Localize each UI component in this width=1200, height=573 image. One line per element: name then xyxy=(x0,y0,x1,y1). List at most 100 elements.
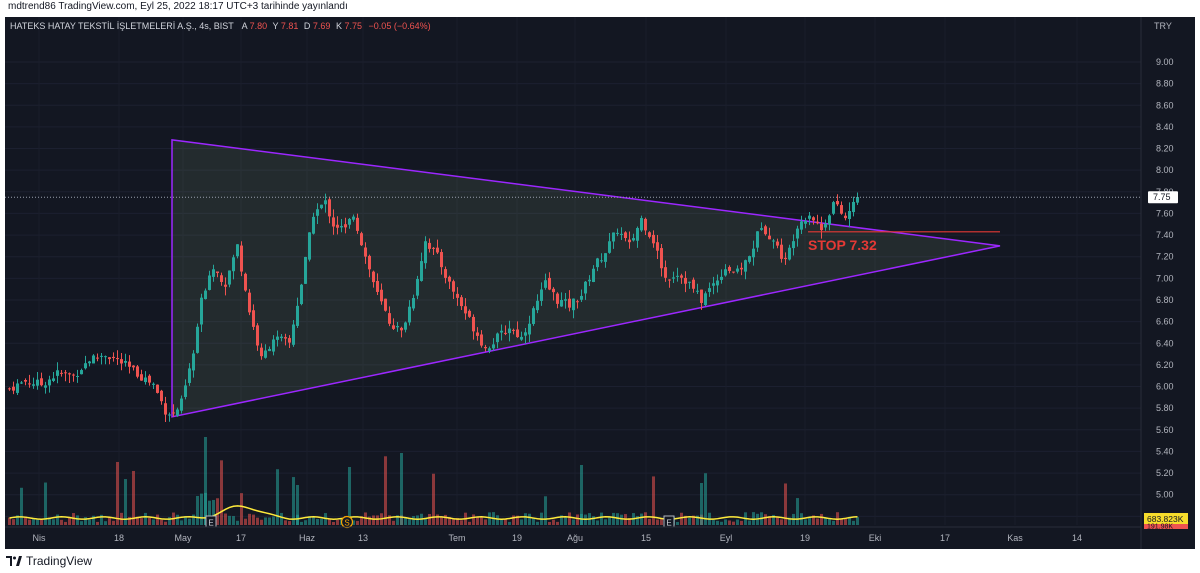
volume-bar xyxy=(840,519,843,525)
chart-area[interactable]: STOP 7.32 E S E HATEKS HATAY TEKSTİL İŞLET… xyxy=(5,17,1195,549)
price-tick-label: 7.40 xyxy=(1156,230,1174,240)
volume-bar xyxy=(328,518,331,525)
volume-bar xyxy=(472,514,475,525)
volume-bar xyxy=(644,512,647,525)
candle xyxy=(52,371,55,383)
volume-bar xyxy=(196,495,199,525)
volume-bar xyxy=(192,514,195,525)
candle xyxy=(48,375,51,393)
volume-bar xyxy=(184,516,187,525)
legend-row: HATEKS HATAY TEKSTİL İŞLETMELERİ A.Ş., 4… xyxy=(10,21,431,31)
last-price-box xyxy=(1148,191,1178,204)
candle xyxy=(196,323,199,354)
volume-bar xyxy=(504,518,507,525)
volume-bar xyxy=(728,520,731,525)
volume-bar xyxy=(296,485,299,525)
candle xyxy=(284,333,287,346)
candle xyxy=(336,216,339,235)
price-chart[interactable]: STOP 7.32 E S E HATEKS HATAY TEKSTİL İŞLET… xyxy=(5,17,1195,549)
candle xyxy=(484,344,487,352)
volume-bar xyxy=(560,515,563,525)
volume-bar xyxy=(352,520,355,525)
candle xyxy=(304,256,307,285)
event-marker[interactable]: S xyxy=(340,515,354,529)
volume-bar xyxy=(820,513,823,525)
event-marker[interactable]: E xyxy=(663,515,675,528)
candle xyxy=(376,273,379,296)
volume-bar xyxy=(220,460,223,525)
candle xyxy=(808,212,811,226)
currency-label: TRY xyxy=(1154,21,1172,31)
candle xyxy=(264,344,267,359)
volume-bar xyxy=(240,493,243,525)
volume-bar xyxy=(76,515,79,525)
volume-bar xyxy=(816,518,819,525)
candle xyxy=(780,238,783,263)
volume-bar xyxy=(264,517,267,525)
candle xyxy=(364,242,367,264)
volume-bar xyxy=(660,518,663,525)
candle xyxy=(236,244,239,259)
event-marker[interactable]: E xyxy=(205,515,217,528)
candle xyxy=(476,327,479,341)
candle xyxy=(384,298,387,312)
volume-bar xyxy=(468,521,471,525)
volume-ma-box xyxy=(1144,524,1188,529)
candle xyxy=(664,260,667,282)
volume-bar xyxy=(552,519,555,525)
price-tick-label: 8.80 xyxy=(1156,79,1174,89)
volume-bar xyxy=(248,513,251,525)
volume-bar xyxy=(596,520,599,525)
legend-change: −0.05 (−0.64%) xyxy=(369,21,431,31)
volume-bar xyxy=(176,514,179,525)
volume-bar xyxy=(436,514,439,525)
candle xyxy=(252,304,255,330)
volume-bar xyxy=(280,512,283,525)
time-tick-label: Kas xyxy=(1007,533,1023,543)
price-axis[interactable]: TRY 9.008.808.608.408.208.007.807.607.40… xyxy=(1140,17,1188,549)
volume-bar xyxy=(84,517,87,525)
candle xyxy=(848,202,851,228)
volume-bar xyxy=(200,493,203,525)
candle xyxy=(704,291,707,307)
candle xyxy=(760,222,763,231)
price-tick-label: 6.60 xyxy=(1156,317,1174,327)
candle xyxy=(268,346,271,352)
candle xyxy=(592,265,595,283)
volume-bar xyxy=(804,519,807,525)
candle xyxy=(564,292,567,309)
volume-bar xyxy=(48,517,51,525)
volume-bar xyxy=(568,512,571,525)
legend-high-label: Y xyxy=(273,21,279,31)
candle xyxy=(272,335,275,356)
price-ticks: 9.008.808.608.408.208.007.807.607.407.20… xyxy=(1156,57,1174,521)
time-axis[interactable]: Nis 18 May 17 Haz 13 Tem 19 Ağu 15 Eyl 19 Eki 17 Kas 14 xyxy=(5,526,1141,543)
candle xyxy=(64,369,67,382)
volume-bar xyxy=(392,520,395,525)
time-tick-label: Eki xyxy=(869,533,882,543)
candle xyxy=(92,354,95,364)
volume-bar xyxy=(628,517,631,525)
candle xyxy=(652,230,655,248)
time-tick-label: 15 xyxy=(641,533,651,543)
volume-bar xyxy=(36,519,39,525)
time-tick-label: Eyl xyxy=(720,533,733,543)
volume-bar xyxy=(272,516,275,525)
volume-bar xyxy=(520,519,523,525)
candle xyxy=(856,192,859,205)
candle xyxy=(392,318,395,331)
candle xyxy=(576,299,579,309)
candle xyxy=(812,216,815,225)
volume-bar xyxy=(140,518,143,525)
candle xyxy=(680,273,683,284)
volume-bar xyxy=(592,516,595,525)
volume-bar xyxy=(144,512,147,525)
volume-bar xyxy=(768,516,771,525)
candle xyxy=(96,353,99,362)
candle xyxy=(100,352,103,365)
price-tick-label: 6.20 xyxy=(1156,360,1174,370)
volume-bar xyxy=(692,515,695,525)
candle xyxy=(560,292,563,307)
candle xyxy=(572,298,575,319)
volume-bar xyxy=(56,514,59,525)
